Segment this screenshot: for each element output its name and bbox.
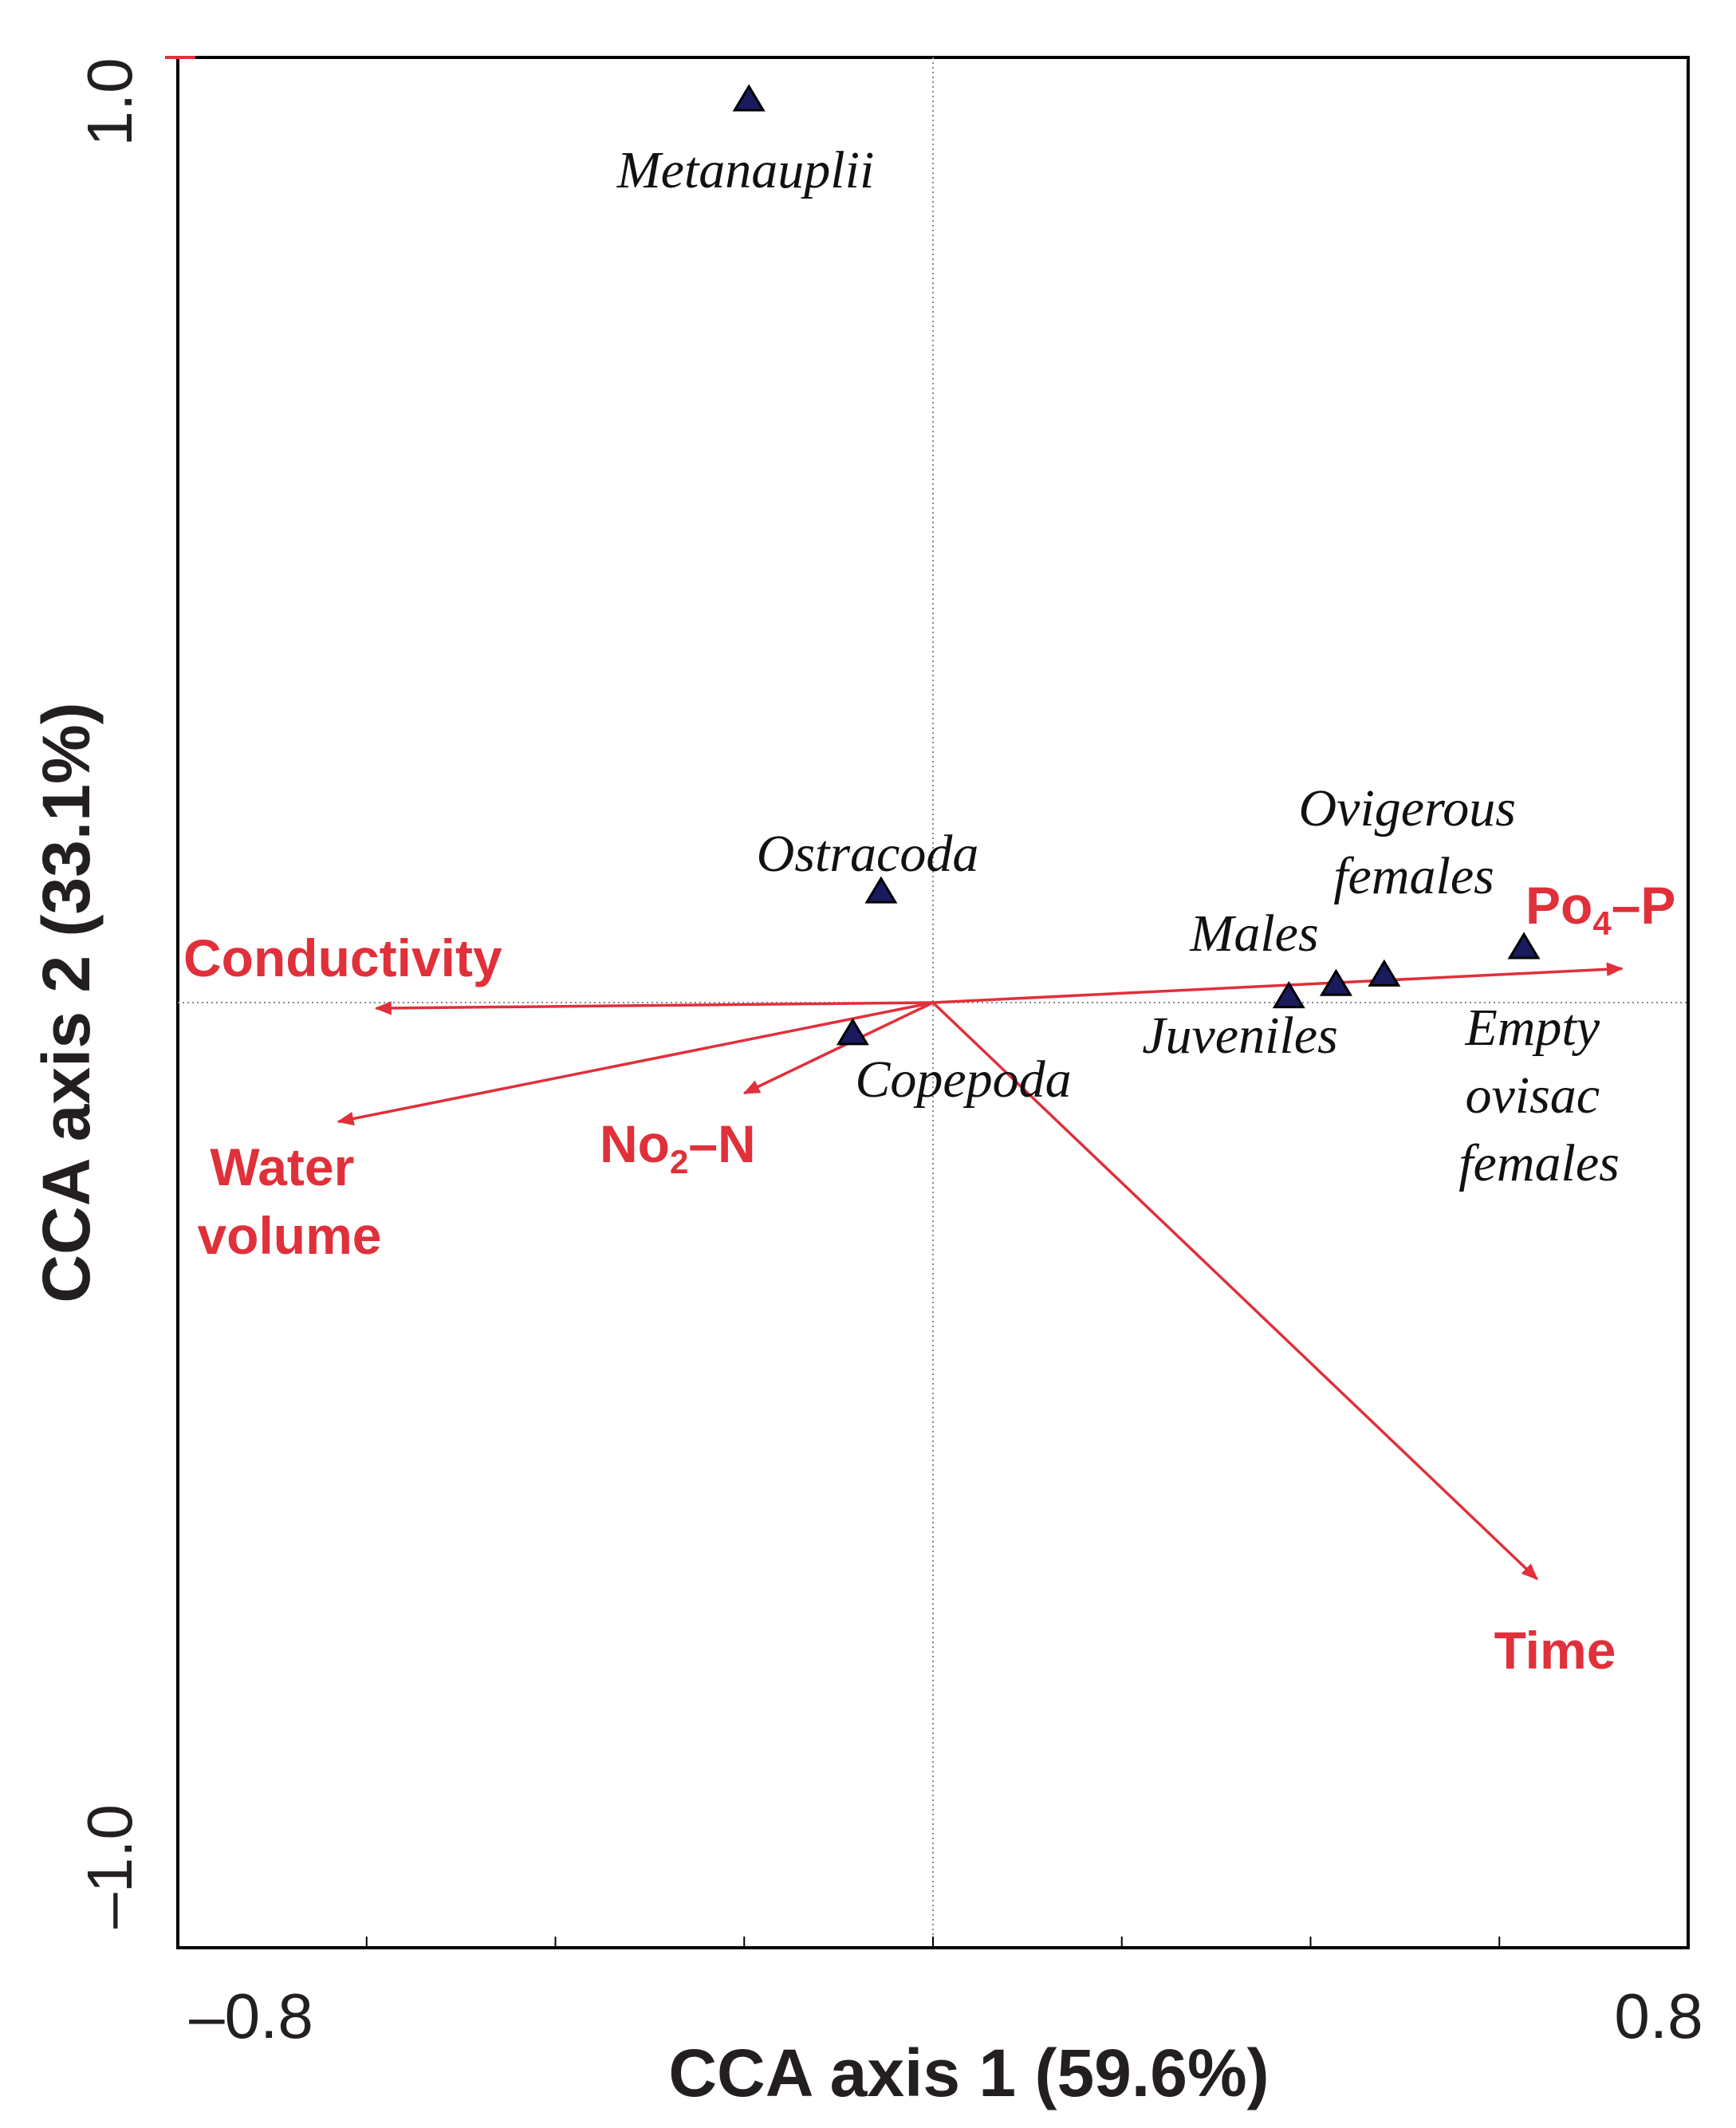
species-point-males [1319,968,1352,996]
vector-label-no2-n: No2–N [600,1114,756,1180]
species-label-ostracoda: Ostracoda [757,825,979,883]
y-tick-label-min: –1.0 [74,1804,145,1929]
species-point-ostracoda [864,876,898,904]
vector-label-po4-p: Po4–P [1525,876,1675,942]
vector-label-time: Time [1494,1621,1616,1680]
vector-label-conductivity: Conductivity [183,928,502,987]
vector-arrow-time [931,1001,1538,1581]
species-point-empty-ovisac-females [1507,932,1541,960]
species-label-males: Males [1189,904,1318,963]
vector-arrow-water-volume [337,1001,934,1126]
species-point-copepoda [836,1018,869,1046]
species-label-copepoda: Copepoda [855,1050,1071,1109]
species-point-ovigerous-females [1368,959,1401,987]
x-tick-label-max: 0.8 [1614,1980,1703,2051]
vector-arrow-po4-p [932,962,1624,1004]
vector-arrow-no2-n [742,1001,934,1095]
vector-arrow-conductivity [374,1001,934,1015]
species-label-ovigerous-females: Ovigerous females [1298,779,1529,905]
species-label-metanauplii: Metanauplii [616,141,875,199]
x-tick-label-min: –0.8 [189,1980,313,2051]
species-point-metanauplii [732,84,766,112]
species-point-juveniles [1272,980,1305,1009]
x-axis-title: CCA axis 1 (59.6%) [668,2035,1269,2110]
vector-label-water-volume: Water volume [197,1137,381,1265]
y-axis-title: CCA axis 2 (33.1%) [29,702,104,1302]
species-label-juveniles: Juveniles [1142,1007,1338,1065]
y-tick-label-max: 1.0 [74,57,145,146]
species-label-empty-ovisac-females: Empty ovisac females [1458,999,1620,1192]
x-minor-ticks [177,1937,1689,1948]
